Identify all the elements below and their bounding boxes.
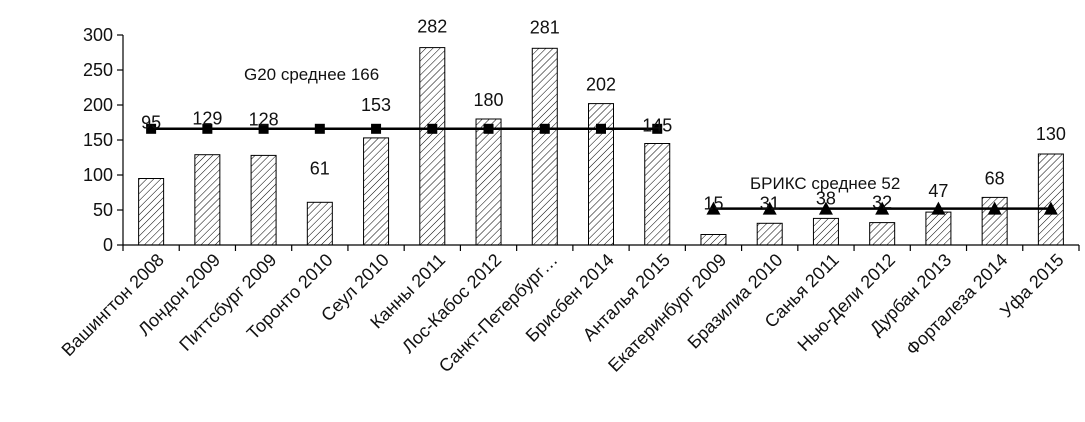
triangle-marker	[762, 201, 777, 215]
bar	[756, 222, 783, 246]
bar	[363, 137, 390, 246]
y-tick-label: 100	[83, 165, 113, 185]
bar	[812, 217, 839, 246]
square-marker	[314, 123, 325, 134]
square-marker	[539, 123, 550, 134]
bar	[250, 154, 277, 246]
y-tick-label: 0	[103, 235, 113, 255]
square-marker	[596, 123, 606, 134]
data-label: 32	[872, 193, 892, 213]
data-label: 282	[417, 17, 447, 37]
x-tick-label: Вашингтон 2008	[58, 250, 168, 360]
bar	[531, 47, 558, 246]
x-tick-label: Бразилиа 2010	[684, 250, 787, 353]
average-line-label: БРИКС среднее 52	[750, 174, 900, 193]
data-label: 15	[703, 194, 723, 214]
square-marker	[652, 123, 663, 134]
data-label: 145	[642, 116, 672, 136]
bar	[138, 178, 165, 246]
y-tick-label: 200	[83, 95, 113, 115]
bars	[138, 47, 1064, 246]
bar	[925, 211, 952, 246]
bar	[700, 234, 727, 246]
data-label: 129	[192, 109, 222, 129]
square-marker	[146, 123, 157, 134]
square-marker	[483, 123, 494, 134]
data-label: 202	[586, 75, 616, 95]
triangle-marker	[931, 201, 946, 215]
data-label: 47	[928, 181, 948, 201]
data-label: 38	[816, 188, 836, 208]
data-label: 281	[530, 17, 560, 37]
square-marker	[202, 123, 213, 134]
data-label: 61	[310, 158, 330, 178]
data-label: 31	[760, 193, 780, 213]
data-label: 95	[141, 113, 161, 133]
triangle-marker	[706, 201, 721, 215]
y-axis: 0 50 100 150 200 250 300	[83, 25, 124, 255]
bar	[306, 201, 333, 246]
data-label: 180	[474, 90, 504, 110]
bar	[869, 222, 896, 246]
triangle-marker	[818, 201, 833, 215]
bar	[1037, 153, 1064, 246]
average-line-label: G20 среднее 166	[244, 65, 379, 84]
y-tick-label: 250	[83, 60, 113, 80]
x-tick-label: Форталеза 2014	[902, 250, 1011, 359]
square-marker	[258, 123, 269, 134]
data-label: 128	[249, 109, 279, 129]
triangle-marker	[875, 201, 890, 215]
average-lines: G20 среднее 166 БРИКС среднее 52	[146, 65, 1058, 215]
bar	[475, 118, 502, 246]
bar	[419, 47, 446, 246]
y-tick-label: 300	[83, 25, 113, 45]
data-label: 68	[985, 168, 1005, 188]
y-tick-label: 150	[83, 130, 113, 150]
square-marker	[427, 123, 438, 134]
triangle-marker	[987, 201, 1002, 215]
data-label: 130	[1036, 124, 1066, 144]
x-tick-label: Нью-Дели 2012	[794, 250, 899, 355]
bar	[644, 143, 671, 246]
square-marker	[371, 123, 382, 134]
data-label: 153	[361, 95, 391, 115]
data-labels: 95 129 128 61 153 282 180 281 202 145 15 31 38 32 47 68…	[141, 17, 1066, 214]
x-tick-label: Лос-Кабос 2012	[398, 250, 505, 357]
y-tick-label: 50	[93, 200, 113, 220]
bar	[194, 154, 221, 246]
x-tick-label: Питтсбург 2009	[175, 250, 280, 355]
triangle-marker	[1043, 201, 1058, 215]
